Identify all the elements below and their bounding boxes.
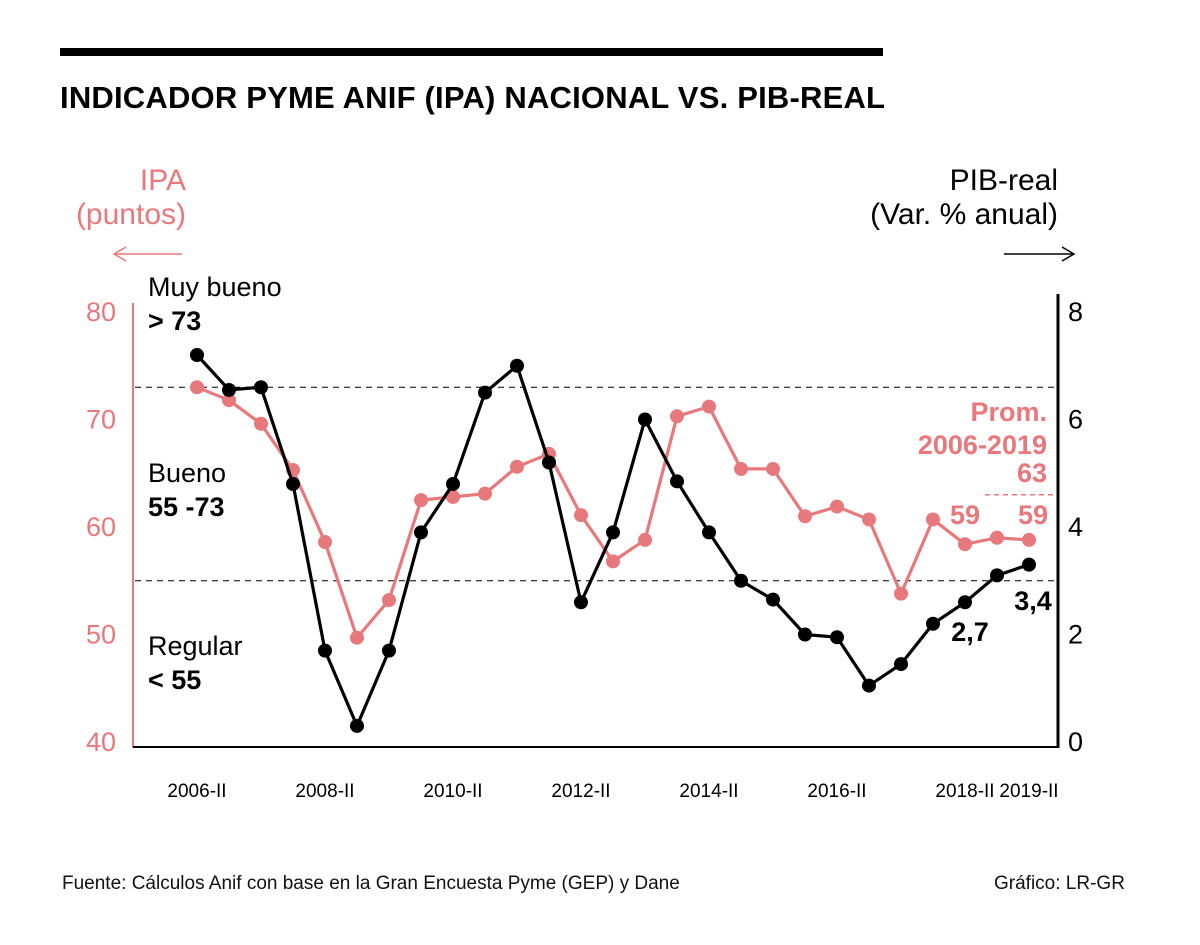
pib-series-point bbox=[478, 385, 492, 400]
x-tick-label: 2018-II bbox=[935, 781, 994, 802]
zone-muy-bueno-range: > 73 bbox=[148, 306, 201, 336]
ipa-series-point bbox=[446, 489, 460, 504]
ipa-series-point bbox=[734, 461, 748, 476]
ipa-series-point bbox=[478, 486, 492, 501]
ipa-series-point bbox=[926, 512, 940, 527]
credit-note: Gráfico: LR-GR bbox=[994, 873, 1125, 894]
right-axis-label-units: (Var. % anual) bbox=[870, 198, 1058, 231]
x-tick-label: 2016-II bbox=[807, 781, 866, 802]
ipa-series-point bbox=[382, 593, 396, 608]
x-tick-label: 2006-II bbox=[167, 781, 226, 802]
left-arrow-icon bbox=[112, 246, 182, 262]
pib-series-point bbox=[702, 525, 716, 540]
pib-series-point bbox=[734, 573, 748, 588]
ipa-series-point bbox=[830, 499, 844, 514]
ipa-series-point bbox=[958, 537, 972, 552]
ipa-series-point bbox=[990, 530, 1004, 545]
pib-series-point bbox=[638, 412, 652, 427]
average-label-line1: Prom. bbox=[970, 397, 1047, 427]
ipa-series-line bbox=[196, 385, 1030, 640]
left-tick-label: 50 bbox=[86, 620, 116, 650]
x-tick-label: 2019-II bbox=[999, 781, 1058, 802]
ipa-series-point bbox=[190, 380, 204, 395]
pib-series-point bbox=[574, 595, 588, 610]
chart-title: INDICADOR PYME ANIF (IPA) NACIONAL VS. P… bbox=[60, 80, 886, 115]
ipa-series-point bbox=[350, 630, 364, 645]
pib-series-point bbox=[382, 643, 396, 658]
left-tick-label: 80 bbox=[86, 297, 116, 327]
pib-series-point bbox=[830, 630, 844, 645]
pib-series-point bbox=[190, 348, 204, 362]
pib-series-point bbox=[542, 455, 556, 470]
average-label-line2: 2006-2019 bbox=[918, 430, 1047, 460]
source-note: Fuente: Cálculos Anif con base en la Gra… bbox=[62, 873, 680, 894]
ipa-series-point bbox=[702, 399, 716, 414]
pib-series-point bbox=[862, 678, 876, 693]
pib-label-2019: 3,4 bbox=[1014, 586, 1052, 616]
zone-bueno-name: Bueno bbox=[148, 458, 226, 488]
right-axis-label: PIB-real bbox=[950, 164, 1058, 197]
title-rule bbox=[60, 48, 883, 56]
left-tick-label: 40 bbox=[86, 727, 116, 757]
right-tick-label: 0 bbox=[1068, 727, 1083, 757]
zone-muy-bueno-name: Muy bueno bbox=[148, 272, 282, 302]
zone-bueno-range: 55 -73 bbox=[148, 492, 225, 522]
right-tick-label: 8 bbox=[1068, 297, 1083, 327]
zone-regular-name: Regular bbox=[148, 631, 243, 661]
right-tick-label: 4 bbox=[1068, 512, 1083, 542]
ipa-series-point bbox=[638, 532, 652, 547]
average-value-label: 63 bbox=[1017, 458, 1047, 488]
pib-series-point bbox=[318, 643, 332, 658]
pib-series-point bbox=[766, 592, 780, 607]
ipa-series-point bbox=[222, 393, 236, 408]
ipa-series-point bbox=[862, 512, 876, 527]
pib-series-point bbox=[446, 477, 460, 491]
pib-series-point bbox=[510, 358, 524, 373]
right-tick-label: 2 bbox=[1068, 620, 1083, 650]
pib-series-point bbox=[670, 474, 684, 489]
ipa-series-point bbox=[254, 416, 268, 431]
x-tick-label: 2014-II bbox=[679, 781, 738, 802]
left-axis-label: IPA bbox=[140, 164, 186, 197]
ipa-series-point bbox=[318, 535, 332, 550]
ipa-series-point bbox=[798, 509, 812, 524]
left-tick-label: 70 bbox=[86, 405, 116, 435]
pib-series-point bbox=[958, 595, 972, 610]
ipa-series-point bbox=[1022, 532, 1036, 547]
pib-series-point bbox=[606, 525, 620, 540]
x-tick-label: 2008-II bbox=[295, 781, 354, 802]
left-axis-label-units: (puntos) bbox=[76, 198, 186, 231]
ipa-series-point bbox=[606, 554, 620, 569]
ipa-series-point bbox=[670, 409, 684, 424]
pib-series-point bbox=[286, 477, 300, 491]
ipa-series-point bbox=[414, 493, 428, 508]
left-tick-label: 60 bbox=[86, 512, 116, 542]
ipa-series-point bbox=[574, 508, 588, 523]
pib-series-point bbox=[350, 718, 364, 733]
pib-label-2018: 2,7 bbox=[951, 617, 989, 647]
right-tick-label: 6 bbox=[1068, 405, 1083, 435]
ipa-label-2019: 59 bbox=[1018, 500, 1048, 530]
x-tick-label: 2010-II bbox=[423, 781, 482, 802]
pib-series-point bbox=[798, 627, 812, 642]
zone-regular-range: < 55 bbox=[148, 665, 201, 695]
pib-series-point bbox=[254, 380, 268, 395]
pib-series-point bbox=[990, 568, 1004, 583]
ipa-series-point bbox=[894, 586, 908, 601]
ipa-series-point bbox=[510, 459, 524, 474]
ipa-label-2018: 59 bbox=[950, 500, 980, 530]
right-arrow-icon bbox=[1004, 246, 1076, 262]
x-tick-label: 2012-II bbox=[551, 781, 610, 802]
pib-series-point bbox=[894, 657, 908, 672]
pib-series-point bbox=[926, 616, 940, 631]
pib-series-point bbox=[222, 382, 236, 397]
pib-series-point bbox=[414, 525, 428, 540]
ipa-series-point bbox=[766, 461, 780, 476]
pib-series-point bbox=[1022, 557, 1036, 572]
